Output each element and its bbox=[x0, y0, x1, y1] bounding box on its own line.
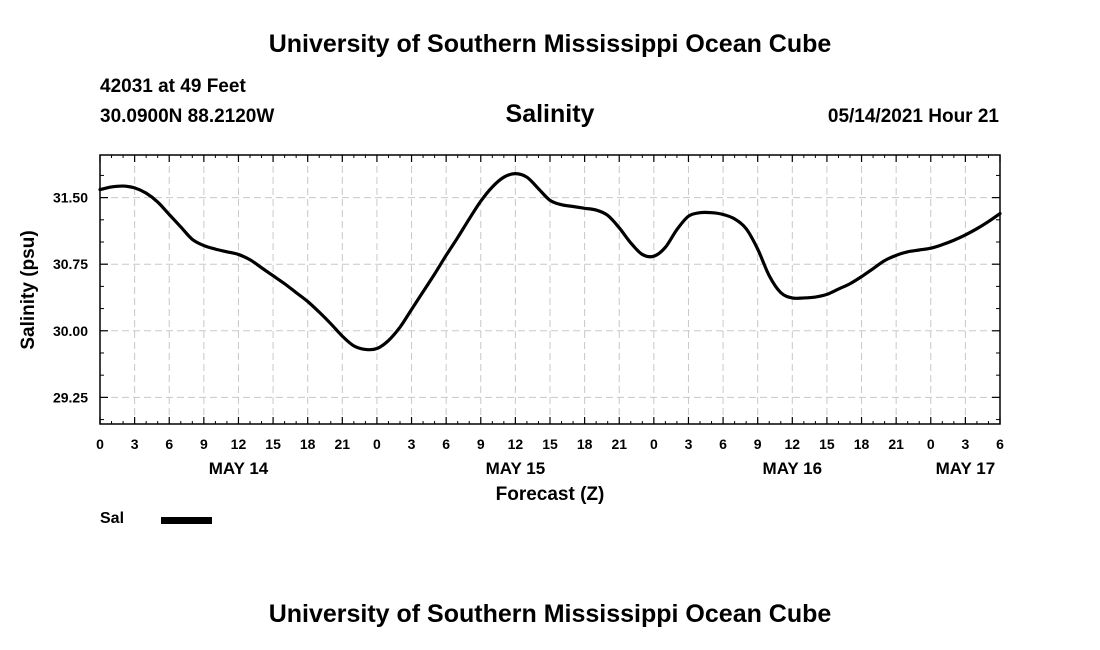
x-tick-label: 12 bbox=[508, 436, 524, 452]
day-label: MAY 15 bbox=[486, 459, 546, 478]
x-tick-label: 0 bbox=[650, 436, 658, 452]
x-tick-label: 3 bbox=[408, 436, 416, 452]
series-line-sal bbox=[98, 172, 1002, 352]
x-tick-label: 18 bbox=[854, 436, 870, 452]
x-tick-label: 18 bbox=[300, 436, 316, 452]
x-tick-label: 21 bbox=[611, 436, 627, 452]
x-tick-label: 0 bbox=[96, 436, 104, 452]
x-tick-label: 21 bbox=[335, 436, 351, 452]
day-label: MAY 17 bbox=[936, 459, 996, 478]
x-tick-label: 6 bbox=[442, 436, 450, 452]
footer-title: University of Southern Mississippi Ocean… bbox=[268, 600, 832, 628]
x-tick-label: 21 bbox=[888, 436, 904, 452]
x-tick-label: 3 bbox=[961, 436, 969, 452]
grid-lines bbox=[100, 155, 1000, 424]
x-tick-label: 18 bbox=[577, 436, 593, 452]
x-tick-label: 15 bbox=[542, 436, 558, 452]
series-layer bbox=[98, 172, 1002, 352]
chart-title: Salinity bbox=[505, 100, 595, 128]
x-tick-label: 6 bbox=[719, 436, 727, 452]
legend-line-swatch bbox=[161, 517, 212, 524]
y-tick-label: 31.50 bbox=[53, 190, 88, 206]
x-tick-label: 9 bbox=[754, 436, 762, 452]
day-label: MAY 14 bbox=[209, 459, 269, 478]
y-tick-label: 29.25 bbox=[53, 389, 88, 405]
x-axis-title: Forecast (Z) bbox=[496, 484, 605, 505]
x-tick-label: 6 bbox=[165, 436, 173, 452]
x-tick-label: 12 bbox=[785, 436, 801, 452]
x-tick-label: 15 bbox=[819, 436, 835, 452]
plot-frame bbox=[99, 154, 1001, 425]
coordinates-label: 30.0900N 88.2120W bbox=[100, 106, 275, 127]
x-tick-label: 0 bbox=[927, 436, 935, 452]
y-tick-label: 30.00 bbox=[53, 323, 88, 339]
x-tick-label: 3 bbox=[685, 436, 693, 452]
forecast-datetime: 05/14/2021 Hour 21 bbox=[827, 106, 999, 127]
page-title: University of Southern Mississippi Ocean… bbox=[268, 30, 832, 58]
x-tick-label: 15 bbox=[265, 436, 281, 452]
x-tick-label: 6 bbox=[996, 436, 1004, 452]
x-tick-label: 9 bbox=[477, 436, 485, 452]
y-tick-label: 30.75 bbox=[53, 256, 88, 272]
x-tick-label: 3 bbox=[131, 436, 139, 452]
x-tick-label: 0 bbox=[373, 436, 381, 452]
tick-labels: 0 3 6 9 12 15 18 21 0 3 6 9 12 15 18 21 0 3 6 9 12 15 18 21 0 3 6M… bbox=[53, 190, 1004, 478]
x-tick-label: 12 bbox=[231, 436, 247, 452]
x-tick-label: 9 bbox=[200, 436, 208, 452]
day-label: MAY 16 bbox=[763, 459, 823, 478]
station-label: 42031 at 49 Feet bbox=[100, 76, 246, 97]
legend-label: Sal bbox=[100, 510, 125, 527]
y-axis-title: Salinity (psu) bbox=[18, 230, 39, 349]
